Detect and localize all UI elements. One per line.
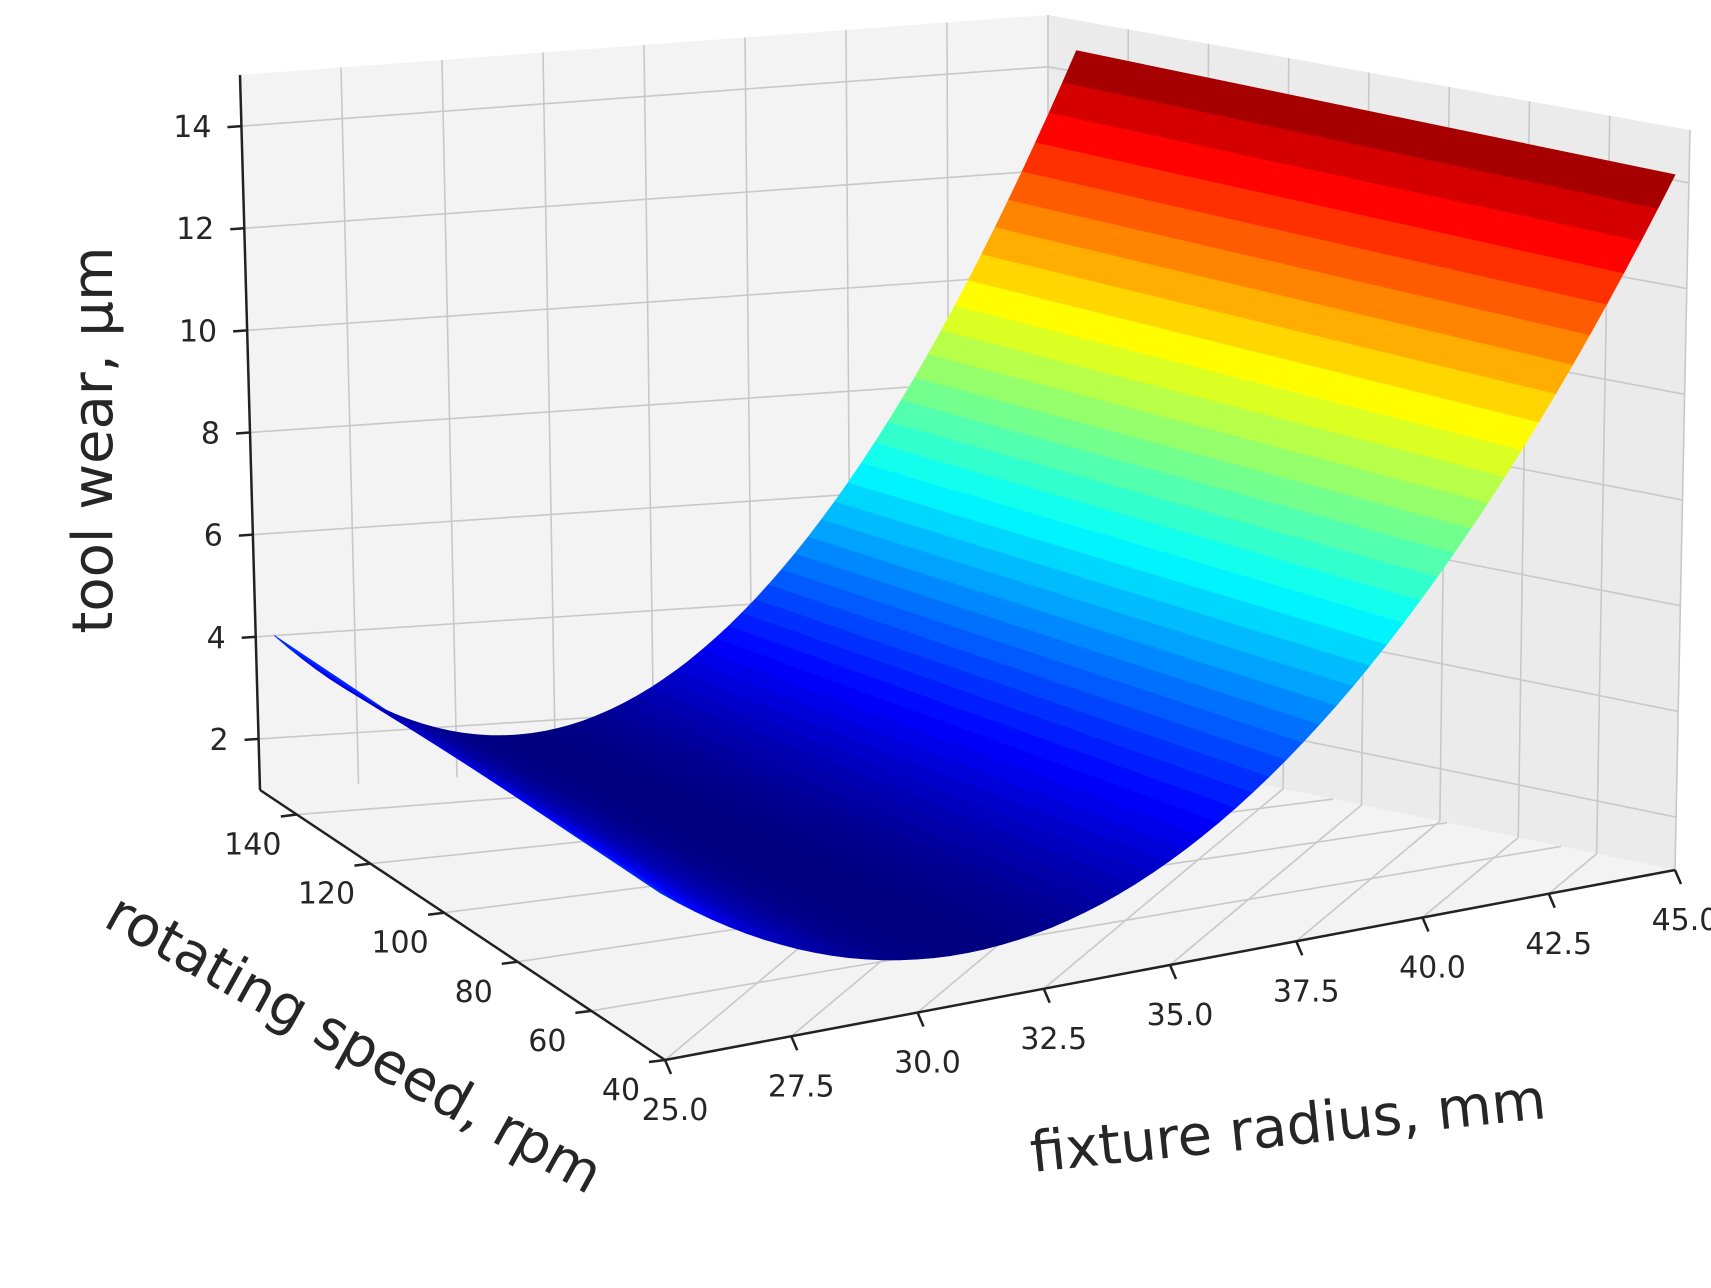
- x-tick-label: 27.5: [768, 1069, 835, 1104]
- x-tick-mark: [1547, 893, 1556, 909]
- z-tick-mark: [241, 635, 256, 640]
- surface-band: [1062, 50, 1676, 209]
- x-tick-label: 42.5: [1525, 927, 1592, 962]
- y-tick-mark: [354, 862, 371, 867]
- z-tick-label: 4: [207, 621, 226, 656]
- y-tick-label: 40: [602, 1073, 640, 1108]
- z-tick-label: 14: [173, 110, 211, 145]
- gridline: [542, 52, 557, 772]
- z-tick-mark: [244, 737, 259, 742]
- gridline: [441, 59, 458, 778]
- z-tick-mark: [230, 226, 245, 231]
- x-tick-label: 30.0: [894, 1046, 961, 1081]
- y-tick-mark: [427, 911, 445, 916]
- y-tick-mark: [648, 1058, 666, 1064]
- gridline: [1043, 788, 1284, 990]
- y-tick-mark: [280, 813, 297, 818]
- gridline: [1548, 853, 1598, 895]
- z-tick-label: 2: [209, 723, 228, 758]
- gridline: [1674, 129, 1691, 871]
- y-axis-line: [259, 788, 666, 1062]
- y-tick-label: 100: [371, 926, 428, 961]
- x-tick-mark: [1673, 869, 1683, 885]
- x-tick-mark: [1168, 964, 1178, 980]
- x-axis-ticks: 25.0 27.5 30.0 32.5 35.0 37.5 40.0 42.5 45.0: [642, 869, 1711, 1128]
- x-tick-label: 32.5: [1020, 1022, 1087, 1057]
- z-tick-label: 6: [204, 519, 223, 554]
- surface: [273, 50, 1676, 961]
- x-tick-mark: [1042, 988, 1051, 1004]
- z-tick-mark: [227, 124, 242, 129]
- z-tick-mark: [233, 329, 248, 333]
- gridline: [1295, 820, 1441, 942]
- gridline: [643, 44, 655, 766]
- y-tick-label: 140: [224, 828, 281, 863]
- gridline: [1169, 804, 1363, 966]
- x-tick-label: 40.0: [1399, 951, 1466, 986]
- y-tick-mark: [501, 960, 518, 966]
- z-tick-label: 8: [201, 417, 220, 452]
- y-tick-mark: [575, 1009, 592, 1015]
- z-tick-mark: [238, 533, 253, 537]
- x-tick-label: 37.5: [1273, 974, 1340, 1009]
- gridline: [340, 67, 360, 784]
- x-tick-label: 35.0: [1147, 998, 1214, 1033]
- z-tick-label: 10: [179, 314, 217, 349]
- x-axis-title: fixture radius, mm: [1027, 1067, 1549, 1186]
- x-tick-mark: [916, 1012, 925, 1027]
- y-axis-ticks: 40 60 80 100 120 140: [224, 813, 666, 1108]
- gridline: [591, 845, 1562, 1012]
- y-tick-label: 120: [298, 877, 355, 912]
- x-tick-mark: [790, 1035, 799, 1051]
- z-axis-title: tool wear, μm: [61, 246, 126, 633]
- y-tick-label: 80: [455, 975, 493, 1010]
- gridline: [1421, 836, 1519, 919]
- x-tick-label: 25.0: [642, 1093, 709, 1128]
- x-tick-mark: [663, 1059, 673, 1075]
- z-tick-label: 12: [176, 212, 214, 247]
- x-tick-label: 45.0: [1652, 903, 1711, 938]
- z-axis-ticks: 2 4 6 8 10 12 14: [173, 110, 259, 758]
- x-tick-mark: [1421, 917, 1430, 932]
- x-tick-mark: [1295, 940, 1304, 956]
- y-tick-label: 60: [528, 1024, 566, 1059]
- z-tick-mark: [235, 431, 251, 435]
